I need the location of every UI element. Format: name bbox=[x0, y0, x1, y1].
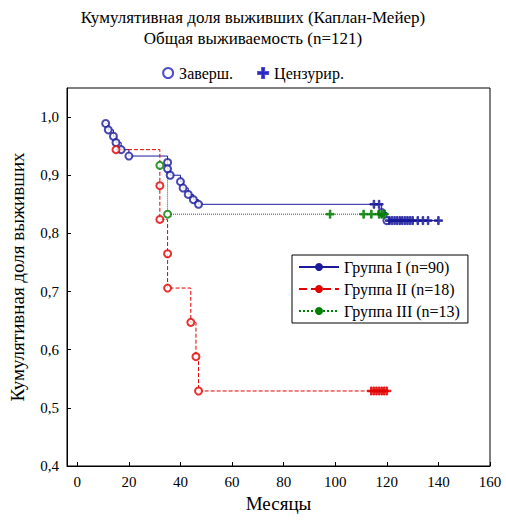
svg-text:40: 40 bbox=[173, 474, 188, 490]
svg-text:1,0: 1,0 bbox=[40, 109, 59, 125]
svg-text:Группа II (n=18): Группа II (n=18) bbox=[344, 281, 455, 299]
svg-text:Заверш.: Заверш. bbox=[179, 65, 233, 83]
svg-text:Кумулятивная доля выживших: Кумулятивная доля выживших bbox=[7, 152, 28, 402]
svg-text:20: 20 bbox=[121, 474, 136, 490]
svg-text:Группа I (n=90): Группа I (n=90) bbox=[344, 259, 449, 277]
svg-text:60: 60 bbox=[225, 474, 240, 490]
svg-text:Месяцы: Месяцы bbox=[246, 493, 312, 514]
svg-text:Общая выживаемость (n=121): Общая выживаемость (n=121) bbox=[144, 29, 362, 48]
svg-text:140: 140 bbox=[427, 474, 450, 490]
svg-text:0,9: 0,9 bbox=[40, 167, 59, 183]
svg-text:100: 100 bbox=[324, 474, 347, 490]
svg-text:80: 80 bbox=[276, 474, 291, 490]
svg-text:120: 120 bbox=[376, 474, 399, 490]
svg-text:Кумулятивная доля выживших (Ка: Кумулятивная доля выживших (Каплан-Мейер… bbox=[81, 8, 425, 27]
svg-text:0,5: 0,5 bbox=[40, 400, 59, 416]
svg-text:160: 160 bbox=[479, 474, 502, 490]
svg-text:Группа III (n=13): Группа III (n=13) bbox=[344, 303, 460, 321]
svg-text:0: 0 bbox=[74, 474, 82, 490]
svg-text:0,8: 0,8 bbox=[40, 225, 59, 241]
svg-text:0,7: 0,7 bbox=[40, 284, 59, 300]
svg-text:Цензурир.: Цензурир. bbox=[274, 65, 344, 83]
svg-text:0,4: 0,4 bbox=[40, 458, 59, 474]
svg-text:0,6: 0,6 bbox=[40, 342, 59, 358]
